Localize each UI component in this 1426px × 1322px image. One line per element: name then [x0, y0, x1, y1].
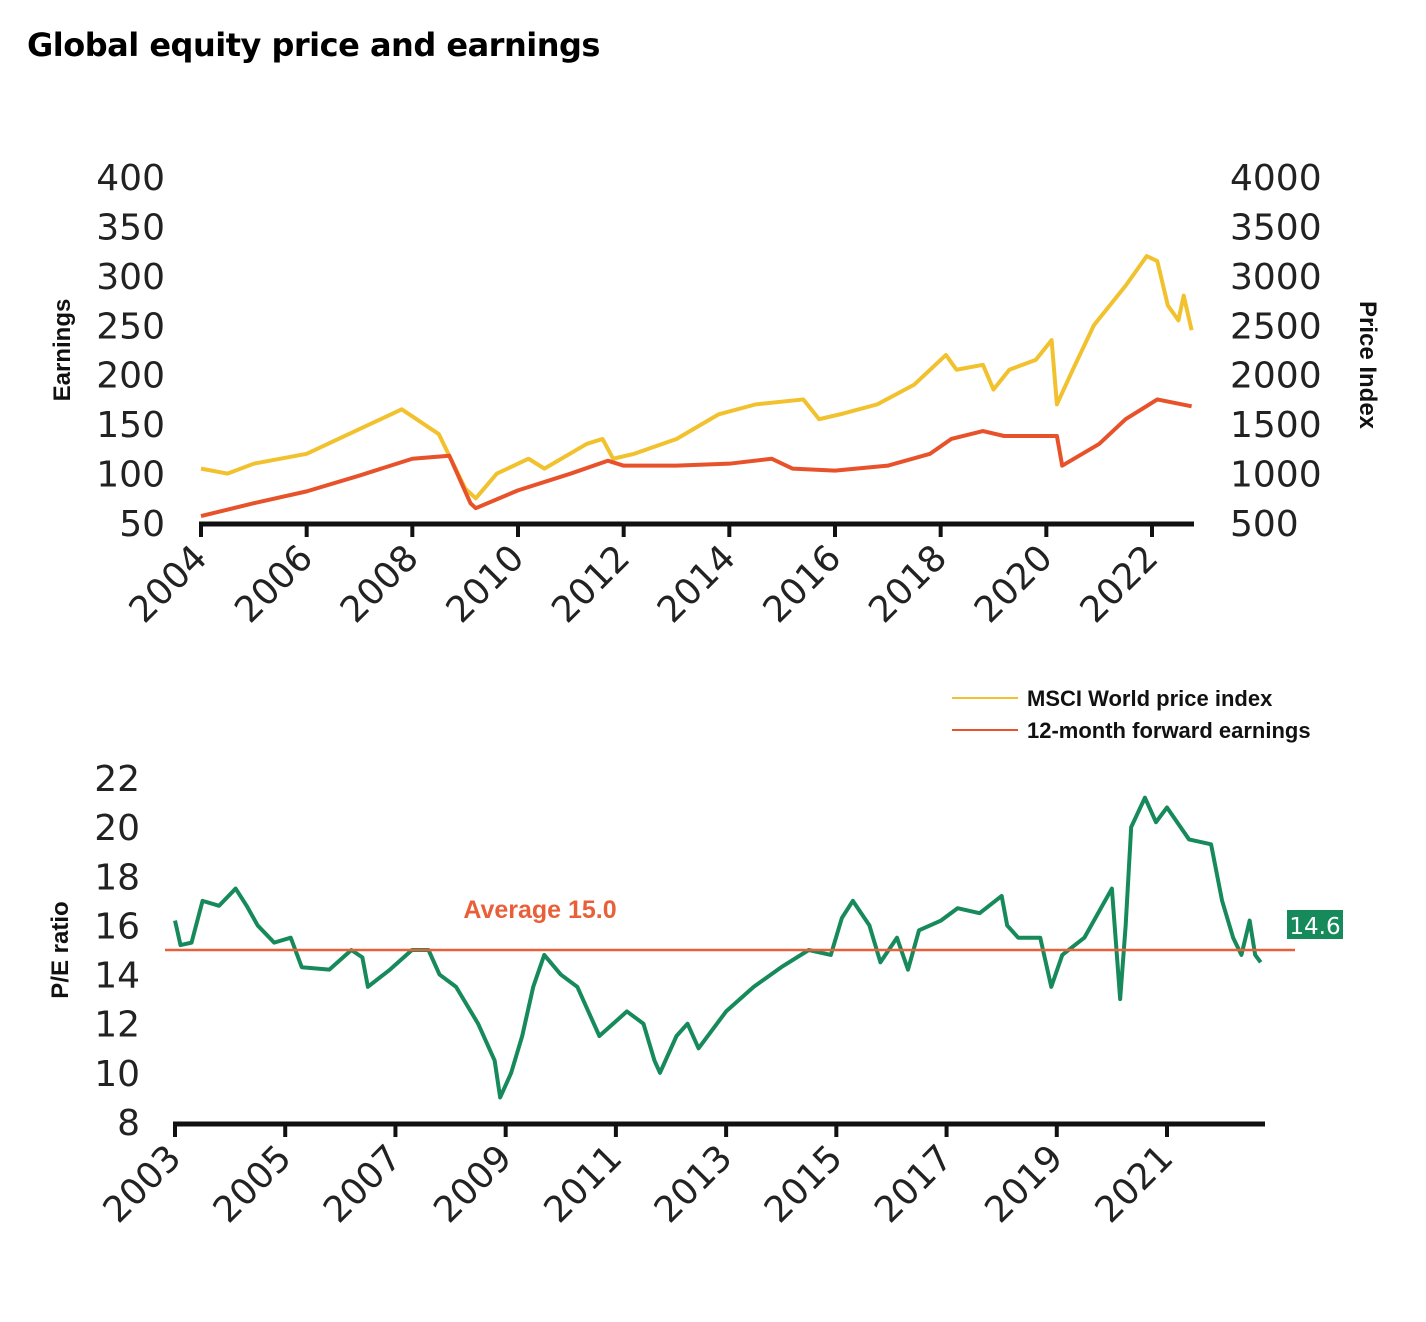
- y-tick-label-right: 500: [1230, 504, 1299, 545]
- x-tick-label: 2017: [867, 1137, 961, 1231]
- y-tick-label: 18: [94, 857, 140, 898]
- y-axis-label-right: Price Index: [1354, 301, 1381, 430]
- legend-label: 12-month forward earnings: [1027, 718, 1311, 743]
- x-tick-label: 2003: [96, 1137, 190, 1231]
- x-tick-label: 2018: [861, 537, 955, 631]
- y-tick-label: 8: [117, 1103, 140, 1144]
- last-value-label: 14.6: [1289, 914, 1340, 940]
- x-tick-label: 2008: [333, 537, 427, 631]
- y-tick-label-right: 1000: [1230, 455, 1322, 496]
- y-tick-label-right: 2000: [1230, 356, 1322, 397]
- y-tick-label-left: 250: [96, 306, 165, 347]
- x-tick-label: 2014: [650, 537, 744, 631]
- y-tick-label-left: 150: [96, 405, 165, 446]
- y-tick-label: 20: [94, 808, 140, 849]
- y-tick-label-left: 50: [119, 504, 165, 545]
- x-tick-label: 2019: [977, 1137, 1071, 1231]
- y-tick-label-right: 3000: [1230, 257, 1322, 298]
- legend-label: MSCI World price index: [1027, 686, 1273, 711]
- x-tick-label: 2016: [756, 537, 850, 631]
- y-tick-label: 16: [94, 906, 140, 947]
- y-tick-label: 12: [94, 1005, 140, 1046]
- y-tick-label-left: 400: [96, 158, 165, 199]
- x-tick-label: 2012: [544, 537, 638, 631]
- y-tick-label: 10: [94, 1054, 140, 1095]
- x-tick-label: 2010: [439, 537, 533, 631]
- x-tick-label: 2015: [757, 1137, 851, 1231]
- y-tick-label-left: 200: [96, 356, 165, 397]
- last-value-badge: [1287, 910, 1343, 939]
- y-tick-label: 14: [94, 956, 140, 997]
- y-tick-label-right: 4000: [1230, 158, 1322, 199]
- x-tick-label: 2011: [536, 1137, 630, 1231]
- x-tick-label: 2022: [1073, 537, 1167, 631]
- x-tick-label: 2009: [426, 1137, 520, 1231]
- x-tick-label: 2020: [967, 537, 1061, 631]
- pe-ratio-line: [173, 795, 1263, 1100]
- y-tick-label-left: 100: [96, 455, 165, 496]
- x-tick-label: 2006: [227, 537, 321, 631]
- price-index-line: [200, 254, 1194, 501]
- y-tick-label-right: 2500: [1230, 306, 1322, 347]
- x-tick-label: 2005: [206, 1137, 300, 1231]
- x-tick-label: 2007: [316, 1137, 410, 1231]
- y-axis-label-left: Earnings: [49, 299, 76, 402]
- earnings-line: [200, 397, 1193, 519]
- y-tick-label-right: 3500: [1230, 207, 1322, 248]
- y-tick-label-right: 1500: [1230, 405, 1322, 446]
- average-label: Average 15.0: [463, 896, 616, 924]
- x-tick-label: 2013: [647, 1137, 741, 1231]
- y-axis-label: P/E ratio: [47, 901, 74, 998]
- y-tick-label: 22: [94, 759, 140, 800]
- y-tick-label-left: 300: [96, 257, 165, 298]
- x-tick-label: 2021: [1088, 1137, 1182, 1231]
- x-tick-label: 2004: [122, 537, 216, 631]
- y-tick-label-left: 350: [96, 207, 165, 248]
- chart-title: Global equity price and earnings: [27, 26, 600, 64]
